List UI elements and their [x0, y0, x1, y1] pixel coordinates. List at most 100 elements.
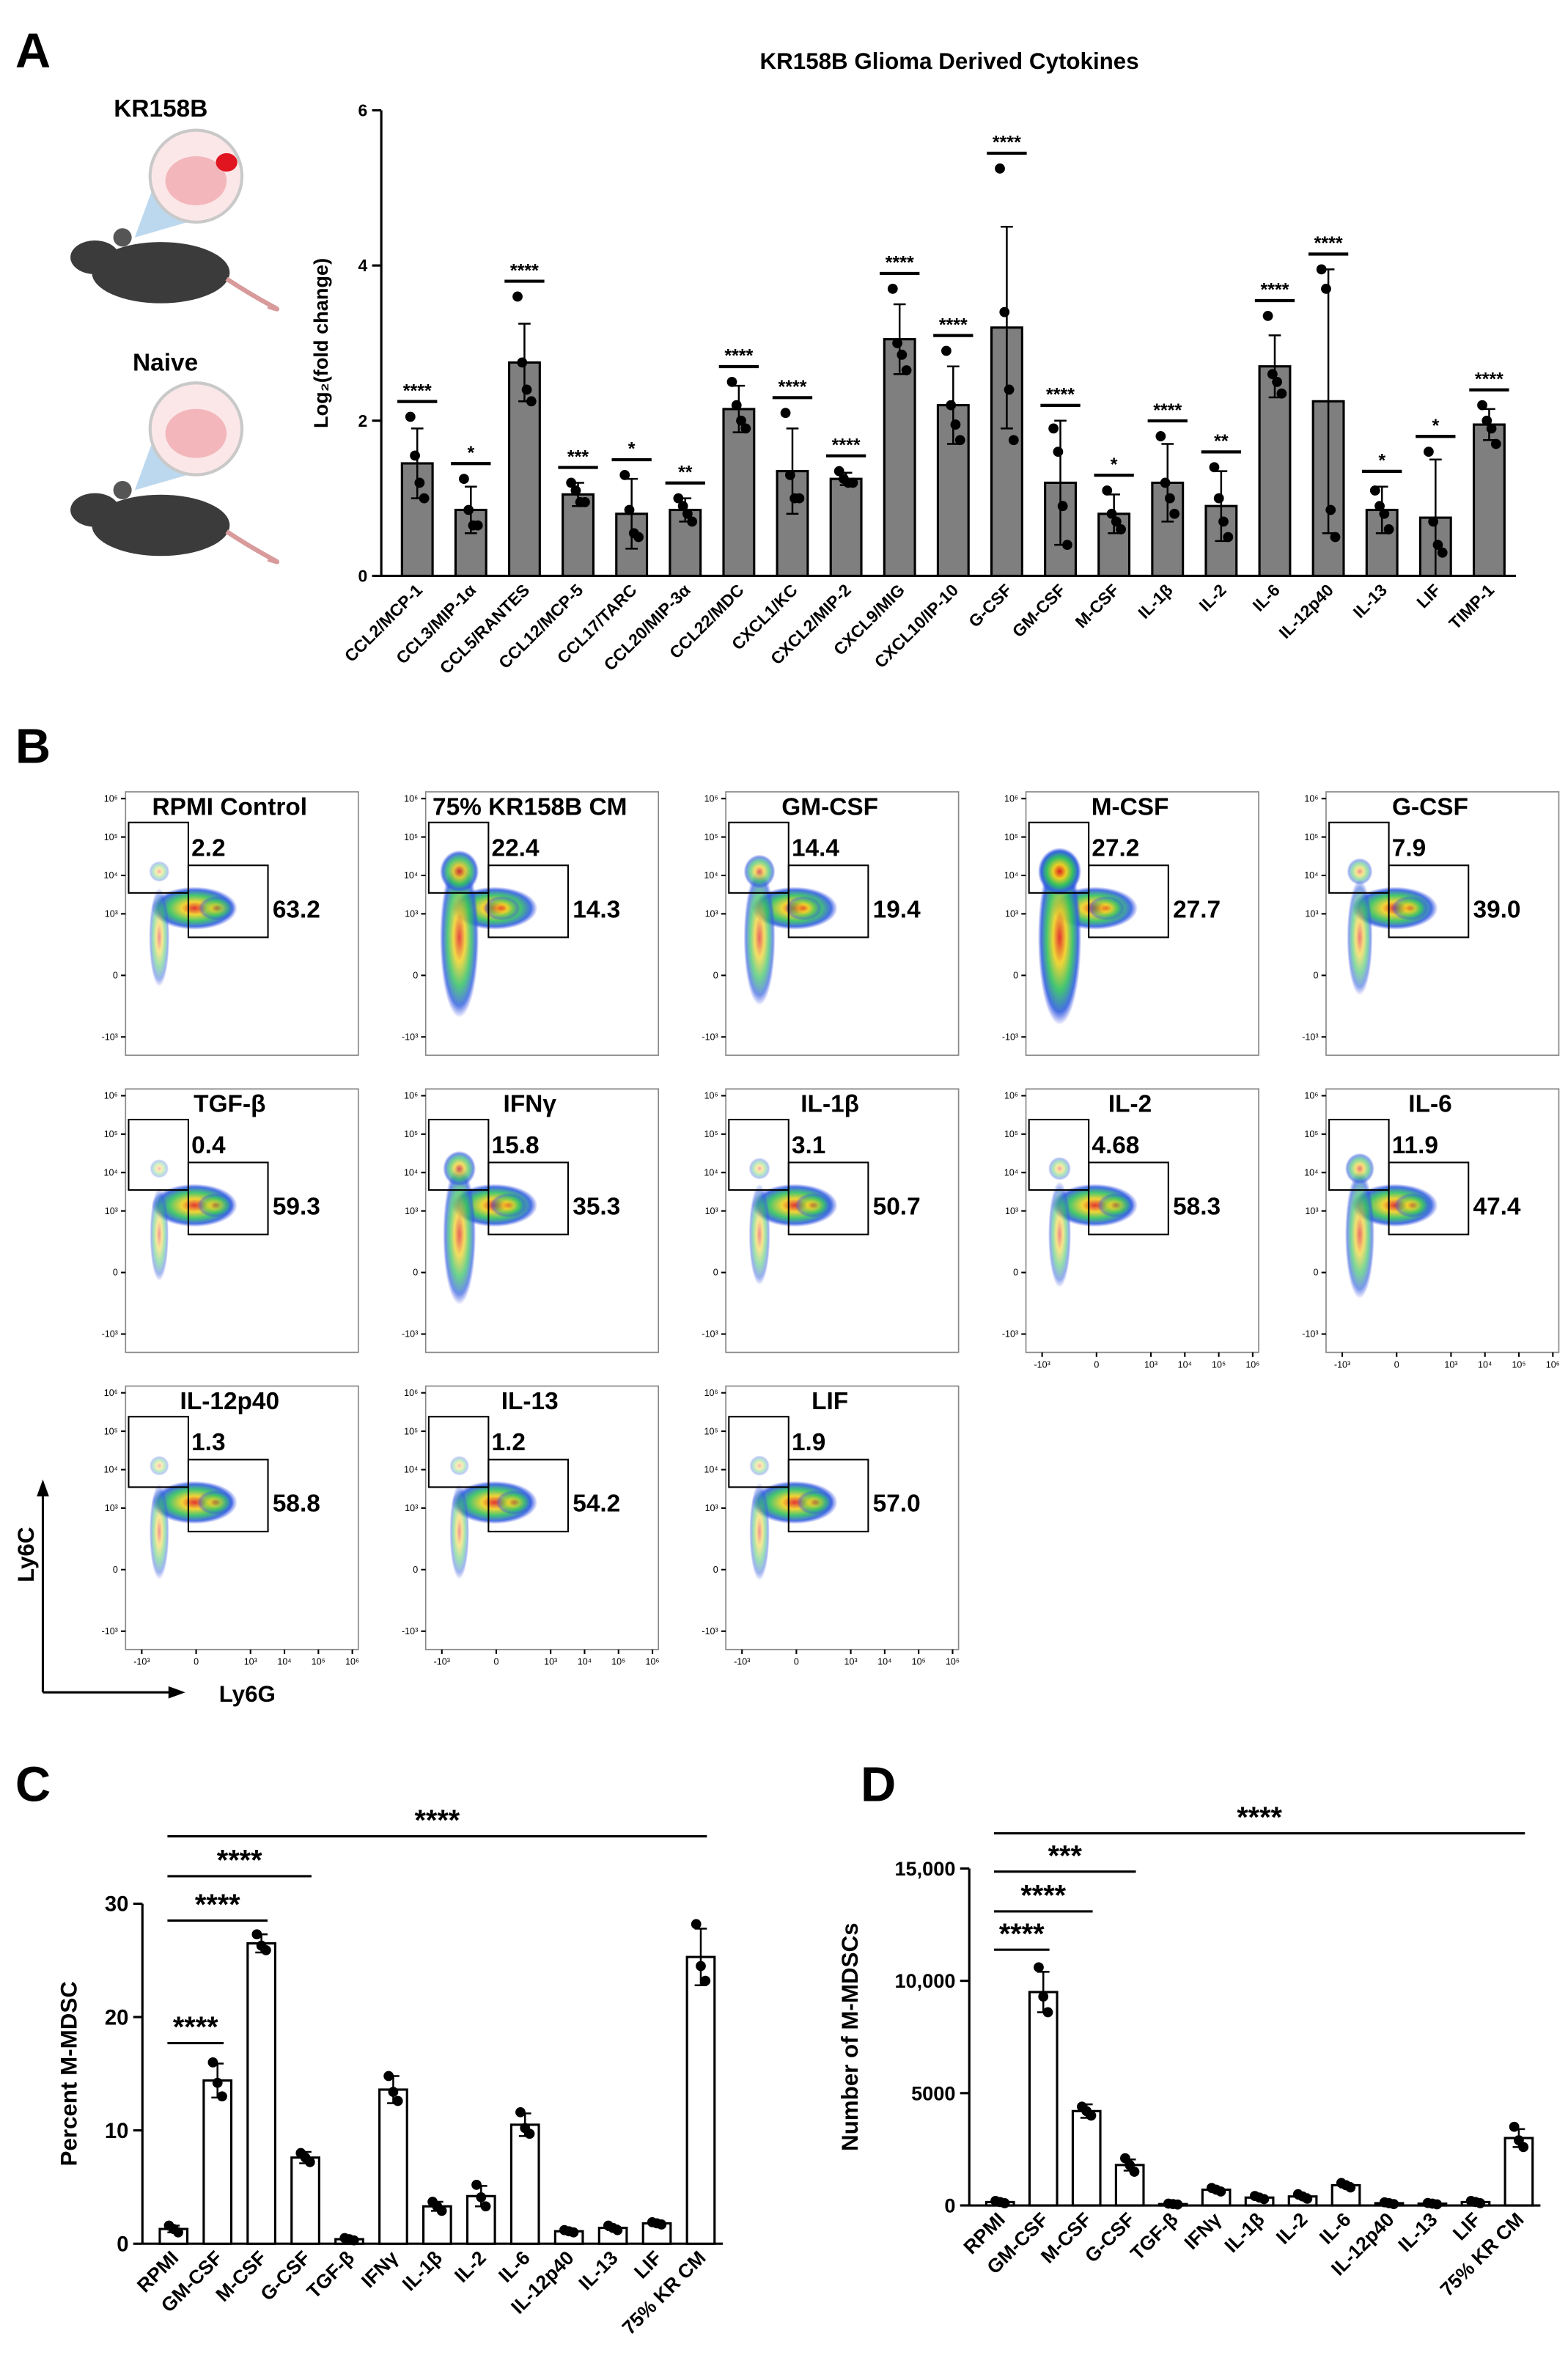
- gate: [728, 821, 789, 894]
- x-tick-label: 10⁴: [1178, 1359, 1192, 1370]
- gate: [728, 1118, 789, 1191]
- data-point: [1053, 447, 1064, 458]
- y-tick-label: 10⁶: [1304, 1091, 1318, 1101]
- y-tick-label: 10⁶: [104, 1388, 118, 1398]
- gate: [1388, 1161, 1470, 1235]
- data-point: [700, 1975, 711, 1986]
- flow-plot: LIF 1.9 57.0 -10³ -10³ 0 0 10³ 10³ 10⁴ 10⁴ 10⁵ 10⁵ 10…: [702, 1385, 960, 1667]
- gate: [487, 1161, 570, 1235]
- data-point: [1062, 540, 1072, 551]
- gate: [728, 1416, 789, 1488]
- gate-value: 58.8: [273, 1491, 320, 1518]
- gate-value: 59.3: [273, 1194, 320, 1221]
- x-tick-label: 10⁵: [312, 1657, 325, 1667]
- gate-value: 14.3: [573, 896, 620, 923]
- gate: [187, 864, 269, 938]
- data-point: [995, 163, 1005, 174]
- flow-plot: 75% KR158B CM 22.4 14.3 -10³ 0 10³ 10⁴ 10⁵ 10⁶: [402, 791, 660, 1057]
- bar: [1028, 1991, 1059, 2207]
- data-point: [515, 2107, 526, 2117]
- y-tick-label: 10⁴: [404, 870, 418, 881]
- density-cloud: [149, 1455, 169, 1476]
- data-point: [696, 1961, 706, 1972]
- y-tick-label: 10³: [405, 1503, 418, 1513]
- gate-value: 57.0: [873, 1491, 921, 1518]
- significance-label: *: [1111, 455, 1118, 475]
- gate: [1028, 1118, 1090, 1191]
- data-point: [780, 408, 791, 419]
- data-point: [1169, 508, 1180, 519]
- y-tick-label: 10³: [705, 909, 718, 919]
- y-tick-label: 10⁵: [104, 832, 118, 842]
- data-point: [726, 376, 737, 387]
- data-point: [1345, 2182, 1356, 2193]
- y-tick-label: 0: [113, 1565, 118, 1575]
- y-tick-label: 10⁶: [704, 1091, 718, 1101]
- density-cloud: [1344, 1153, 1374, 1185]
- data-point: [784, 469, 795, 480]
- comparison-label: ****: [1237, 1801, 1282, 1834]
- gate-value: 54.2: [573, 1491, 620, 1518]
- data-point: [1215, 2186, 1226, 2197]
- x-tick-label: 10⁵: [1512, 1359, 1525, 1370]
- gate-value: 1.3: [191, 1429, 225, 1456]
- significance-label: ****: [1314, 233, 1343, 254]
- data-point: [1302, 2193, 1313, 2204]
- x-tick-label: 10³: [1444, 1359, 1457, 1370]
- y-tick-label: 10³: [1305, 1206, 1318, 1216]
- y-tick-label: 10⁴: [704, 1465, 718, 1475]
- y-tick-label: 10⁵: [104, 1129, 118, 1139]
- arrow-head: [168, 1686, 185, 1699]
- bar: [562, 493, 595, 578]
- data-point: [691, 1919, 702, 1930]
- x-tick-label: 0: [493, 1657, 498, 1667]
- y-tick-label: 10⁴: [1004, 870, 1018, 881]
- data-point: [1262, 311, 1273, 321]
- significance-label: ****: [1260, 280, 1289, 301]
- y-tick-label: 10⁵: [1304, 832, 1318, 842]
- bar: [829, 477, 863, 578]
- bar: [246, 1942, 277, 2245]
- y-tick-label: 10³: [105, 909, 118, 919]
- data-point: [570, 485, 581, 496]
- density-cloud: [449, 1483, 469, 1580]
- data-point: [1111, 516, 1122, 527]
- gate: [487, 864, 570, 938]
- plot-title: IL-2: [1108, 1091, 1152, 1118]
- density-cloud: [749, 1483, 770, 1581]
- x-tick-label: 0: [794, 1657, 799, 1667]
- x-tick-label: 10³: [1144, 1359, 1157, 1370]
- x-tick-label: 10³: [544, 1657, 557, 1667]
- y-tick-label: 10⁶: [404, 1091, 418, 1101]
- gate-value: 35.3: [573, 1194, 620, 1221]
- gate: [787, 1458, 869, 1532]
- density-cloud: [1394, 1193, 1432, 1218]
- x-tick-label: IL-2: [1272, 2208, 1312, 2249]
- x-tick-label: 10⁶: [1546, 1359, 1560, 1370]
- bar: [509, 2123, 540, 2245]
- gate-value: 0.4: [191, 1132, 226, 1159]
- data-point: [833, 466, 844, 477]
- density-cloud: [440, 856, 479, 1018]
- x-tick-label: IFNγ: [1180, 2208, 1226, 2254]
- density-cloud: [440, 850, 479, 893]
- y-tick-label: 10³: [105, 1206, 118, 1216]
- significance-label: ****: [939, 315, 968, 335]
- y-tick-label: 10⁴: [704, 870, 718, 881]
- x-tick-label: 10⁴: [1478, 1359, 1492, 1370]
- y-axis-label: Percent M-MDSC: [56, 1981, 81, 2166]
- flow-plot: IL-12p40 1.3 58.8 -10³ -10³ 0 0 10³ 10³ 10⁴ 10⁴ 10⁵…: [102, 1385, 359, 1667]
- y-tick-label: 10³: [405, 909, 418, 919]
- comparison-label: ****: [217, 1845, 262, 1877]
- y-tick-label: 10⁴: [404, 1465, 418, 1475]
- y-tick-label: 5000: [911, 2082, 955, 2104]
- data-point: [414, 477, 425, 488]
- plot-title: IL-12p40: [180, 1388, 280, 1415]
- x-tick-label: 10⁶: [646, 1657, 660, 1667]
- data-point: [946, 400, 957, 411]
- y-tick-label: 10⁶: [1304, 793, 1318, 804]
- x-tick-label: IL-1β: [398, 2246, 446, 2295]
- x-tick-label: IL-13: [1394, 2208, 1441, 2256]
- y-tick-label: 10³: [405, 1206, 418, 1216]
- gate-value: 27.2: [1092, 835, 1139, 862]
